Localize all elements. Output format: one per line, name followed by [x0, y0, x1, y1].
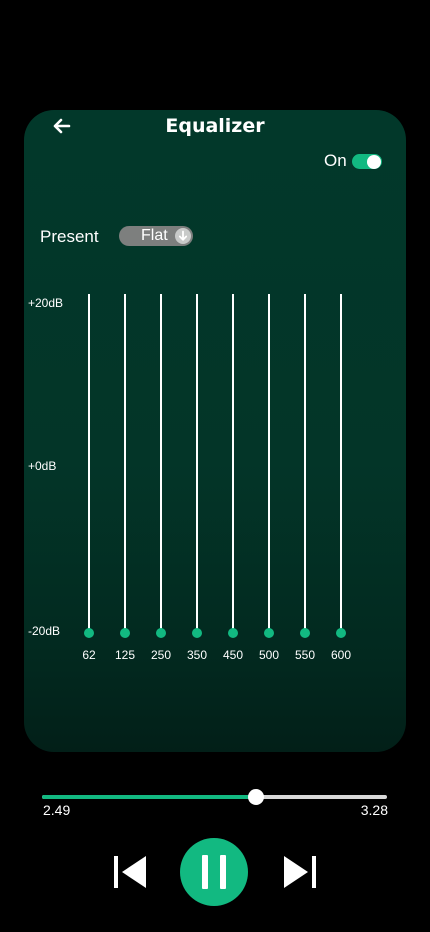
total-time: 3.28 [360, 802, 388, 818]
eq-band-frequency: 600 [330, 648, 352, 662]
eq-band-450: 450 [218, 294, 248, 664]
eq-slider-knob[interactable] [264, 628, 274, 638]
arrow-down-icon [175, 228, 191, 244]
eq-slider-knob[interactable] [192, 628, 202, 638]
seek-bar-fill [42, 795, 256, 799]
eq-band-frequency: 125 [114, 648, 136, 662]
preset-value: Flat [141, 227, 168, 244]
eq-band-frequency: 550 [294, 648, 316, 662]
seek-bar[interactable] [42, 789, 387, 805]
arrow-left-icon [53, 118, 71, 134]
eq-slider-knob[interactable] [336, 628, 346, 638]
db-label-top: +20dB [28, 296, 64, 310]
eq-band-350: 350 [182, 294, 212, 664]
back-button[interactable] [50, 114, 74, 138]
eq-slider-knob[interactable] [228, 628, 238, 638]
eq-slider-track[interactable] [160, 294, 162, 632]
eq-slider-knob[interactable] [300, 628, 310, 638]
eq-slider-knob[interactable] [84, 628, 94, 638]
eq-band-frequency: 62 [82, 648, 96, 662]
eq-band-62: 62 [74, 294, 104, 664]
eq-band-frequency: 500 [258, 648, 280, 662]
eq-band-frequency: 450 [222, 648, 244, 662]
seek-bar-thumb[interactable] [247, 789, 264, 805]
eq-band-600: 600 [326, 294, 356, 664]
preset-label: Present [40, 227, 99, 246]
eq-slider-track[interactable] [124, 294, 126, 632]
db-label-middle: +0dB [28, 459, 57, 473]
eq-band-500: 500 [254, 294, 284, 664]
page-title: Equalizer [165, 115, 265, 137]
eq-band-125: 125 [110, 294, 140, 664]
pause-icon [202, 855, 226, 889]
eq-band-frequency: 350 [186, 648, 208, 662]
eq-band-250: 250 [146, 294, 176, 664]
eq-slider-knob[interactable] [120, 628, 130, 638]
toggle-knob [367, 154, 381, 169]
power-label: On [324, 151, 347, 170]
skip-previous-icon [114, 856, 146, 888]
eq-band-550: 550 [290, 294, 320, 664]
equalizer-card: Equalizer On Present Flat +20dB +0dB -20… [24, 110, 406, 752]
pause-button[interactable] [180, 838, 248, 906]
eq-slider-track[interactable] [304, 294, 306, 632]
power-toggle[interactable] [352, 154, 382, 169]
skip-next-icon [284, 856, 316, 888]
equalizer-bands: 62 125 250 350 450 500 550 600 [24, 110, 406, 752]
eq-slider-track[interactable] [232, 294, 234, 632]
preset-dropdown[interactable]: Flat [119, 226, 193, 246]
db-label-bottom: -20dB [28, 624, 61, 638]
eq-slider-knob[interactable] [156, 628, 166, 638]
eq-slider-track[interactable] [340, 294, 342, 632]
previous-button[interactable] [113, 855, 149, 889]
current-time: 2.49 [43, 802, 71, 818]
eq-slider-track[interactable] [268, 294, 270, 632]
eq-band-frequency: 250 [150, 648, 172, 662]
eq-slider-track[interactable] [196, 294, 198, 632]
eq-slider-track[interactable] [88, 294, 90, 632]
next-button[interactable] [281, 855, 317, 889]
